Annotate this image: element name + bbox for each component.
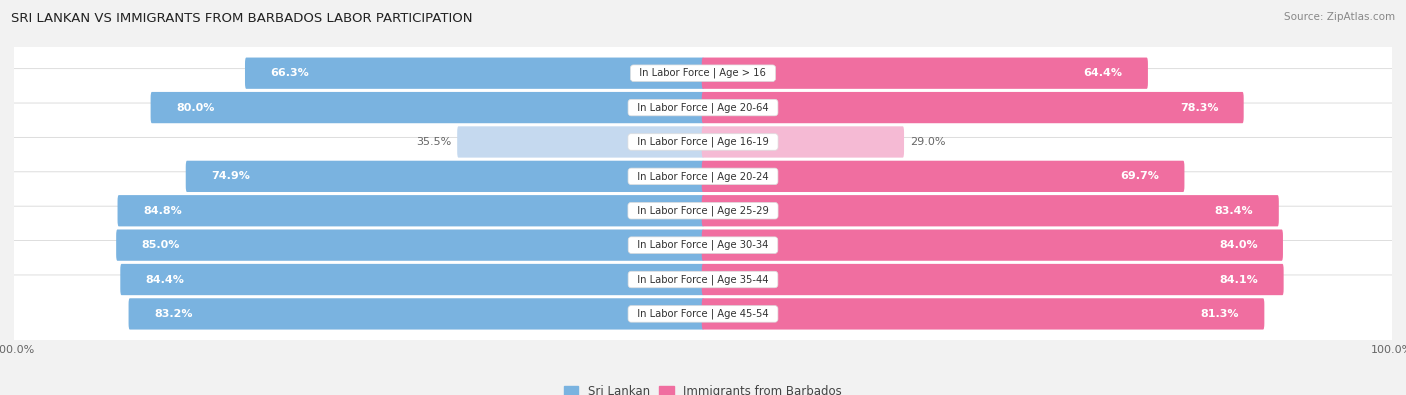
FancyBboxPatch shape [702, 229, 1282, 261]
Text: 29.0%: 29.0% [910, 137, 945, 147]
Text: 83.4%: 83.4% [1215, 206, 1254, 216]
FancyBboxPatch shape [457, 126, 704, 158]
Text: In Labor Force | Age > 16: In Labor Force | Age > 16 [634, 68, 772, 79]
FancyBboxPatch shape [245, 58, 704, 89]
Legend: Sri Lankan, Immigrants from Barbados: Sri Lankan, Immigrants from Barbados [564, 385, 842, 395]
FancyBboxPatch shape [4, 172, 1402, 250]
Text: 84.0%: 84.0% [1219, 240, 1257, 250]
FancyBboxPatch shape [702, 92, 1244, 123]
FancyBboxPatch shape [4, 206, 1402, 284]
Text: 80.0%: 80.0% [176, 103, 214, 113]
Text: 81.3%: 81.3% [1201, 309, 1239, 319]
FancyBboxPatch shape [4, 34, 1402, 112]
Text: In Labor Force | Age 45-54: In Labor Force | Age 45-54 [631, 308, 775, 319]
FancyBboxPatch shape [702, 298, 1264, 329]
Text: In Labor Force | Age 30-34: In Labor Force | Age 30-34 [631, 240, 775, 250]
FancyBboxPatch shape [150, 92, 704, 123]
FancyBboxPatch shape [4, 275, 1402, 353]
Text: 84.1%: 84.1% [1219, 275, 1258, 284]
FancyBboxPatch shape [702, 195, 1279, 226]
Text: 83.2%: 83.2% [153, 309, 193, 319]
FancyBboxPatch shape [702, 58, 1147, 89]
Text: 66.3%: 66.3% [270, 68, 309, 78]
Text: 74.9%: 74.9% [211, 171, 250, 181]
Text: 69.7%: 69.7% [1121, 171, 1159, 181]
Text: SRI LANKAN VS IMMIGRANTS FROM BARBADOS LABOR PARTICIPATION: SRI LANKAN VS IMMIGRANTS FROM BARBADOS L… [11, 12, 472, 25]
FancyBboxPatch shape [186, 161, 704, 192]
Text: In Labor Force | Age 20-24: In Labor Force | Age 20-24 [631, 171, 775, 182]
Text: 84.8%: 84.8% [143, 206, 181, 216]
Text: 64.4%: 64.4% [1084, 68, 1122, 78]
FancyBboxPatch shape [128, 298, 704, 329]
FancyBboxPatch shape [4, 137, 1402, 215]
FancyBboxPatch shape [121, 264, 704, 295]
FancyBboxPatch shape [702, 161, 1184, 192]
FancyBboxPatch shape [117, 229, 704, 261]
Text: 84.4%: 84.4% [146, 275, 184, 284]
Text: Source: ZipAtlas.com: Source: ZipAtlas.com [1284, 12, 1395, 22]
Text: 78.3%: 78.3% [1180, 103, 1219, 113]
Text: In Labor Force | Age 35-44: In Labor Force | Age 35-44 [631, 274, 775, 285]
Text: In Labor Force | Age 25-29: In Labor Force | Age 25-29 [631, 205, 775, 216]
FancyBboxPatch shape [118, 195, 704, 226]
Text: In Labor Force | Age 16-19: In Labor Force | Age 16-19 [631, 137, 775, 147]
FancyBboxPatch shape [702, 126, 904, 158]
Text: In Labor Force | Age 20-64: In Labor Force | Age 20-64 [631, 102, 775, 113]
Text: 85.0%: 85.0% [142, 240, 180, 250]
FancyBboxPatch shape [4, 103, 1402, 181]
FancyBboxPatch shape [4, 69, 1402, 147]
Text: 35.5%: 35.5% [416, 137, 451, 147]
FancyBboxPatch shape [4, 241, 1402, 318]
FancyBboxPatch shape [702, 264, 1284, 295]
